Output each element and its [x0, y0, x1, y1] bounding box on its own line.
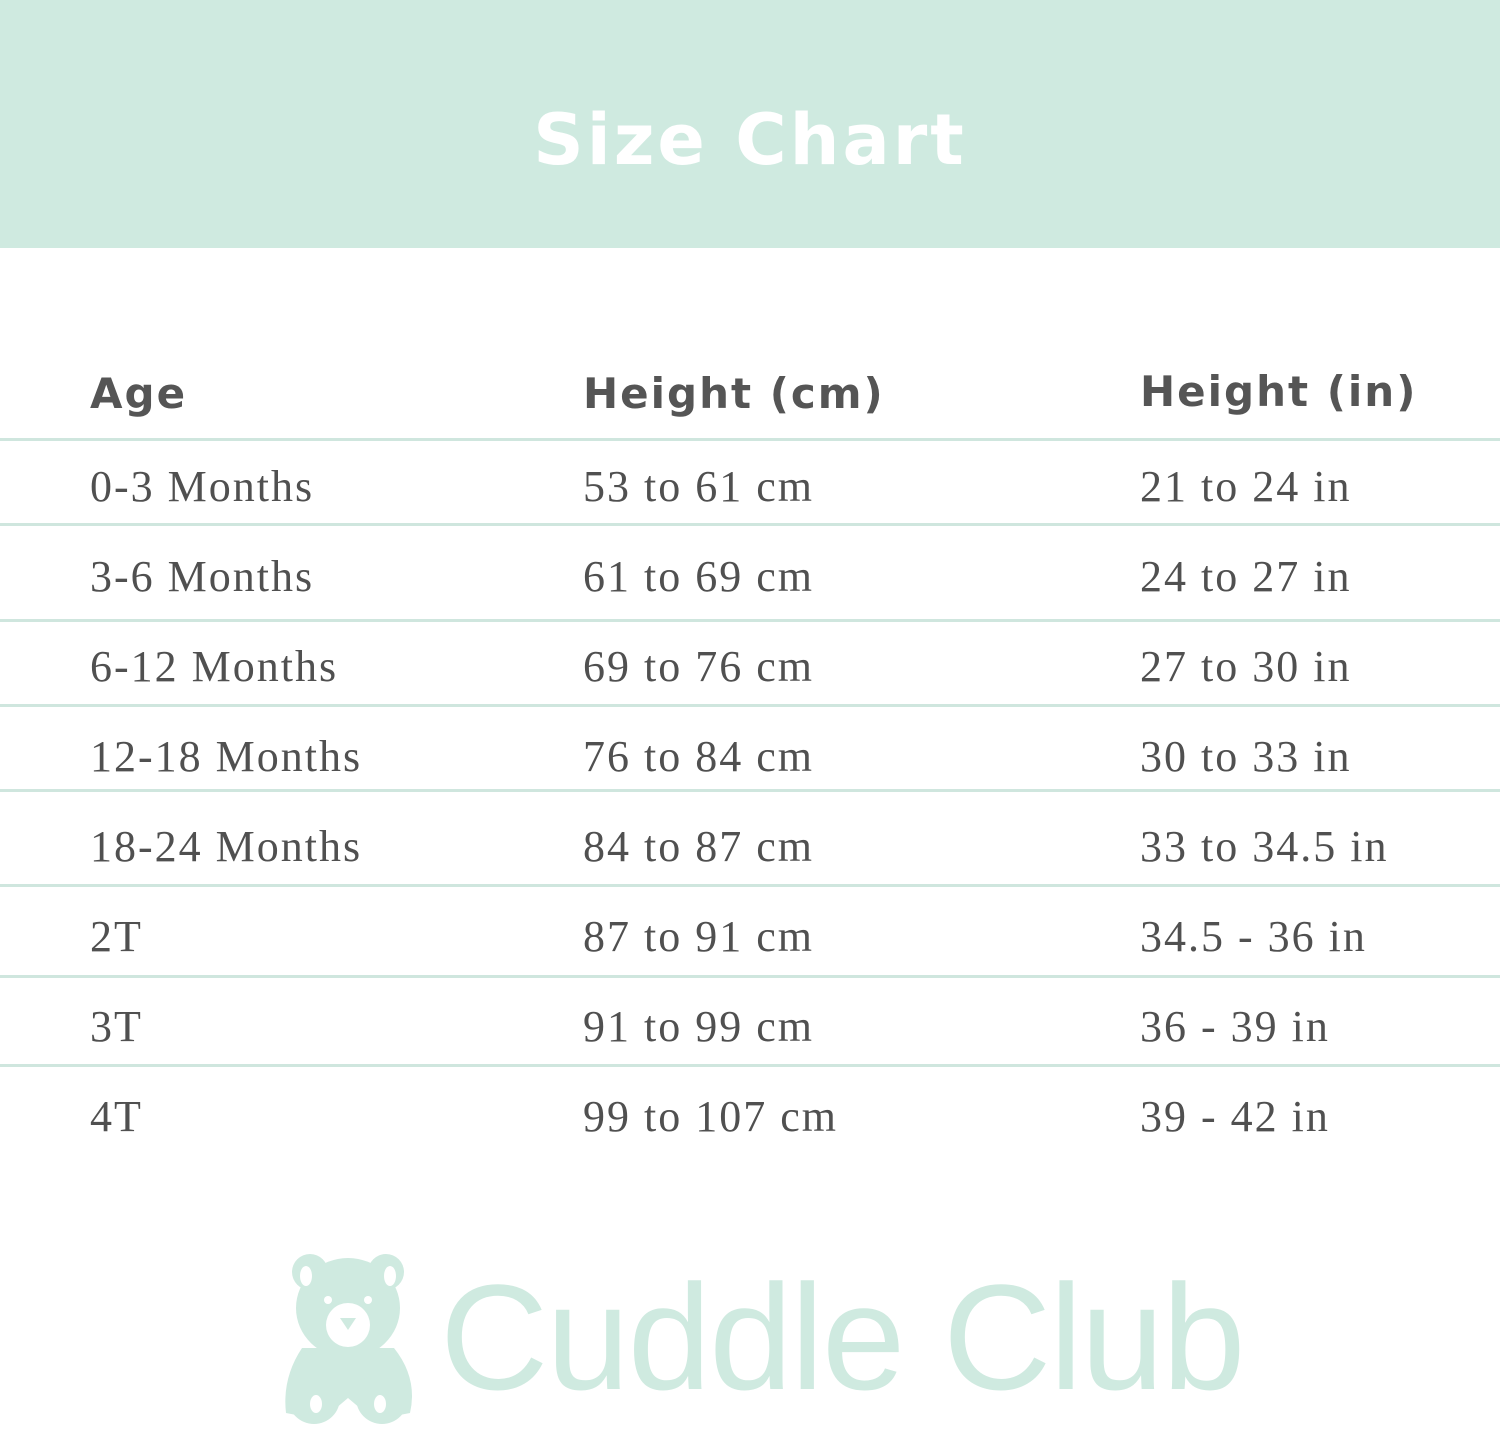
column-header-height-cm: Height (cm)	[583, 369, 885, 418]
row-divider	[0, 523, 1500, 526]
cell-age: 12-18 Months	[90, 732, 363, 781]
brand-logo-text: Cuddle Club	[440, 1253, 1246, 1421]
cell-height-cm: 99 to 107 cm	[583, 1092, 838, 1141]
cell-age: 3T	[90, 1002, 143, 1051]
cell-height-in: 39 - 42 in	[1140, 1092, 1330, 1141]
cell-age: 18-24 Months	[90, 822, 363, 871]
cell-height-cm: 87 to 91 cm	[583, 912, 814, 961]
cell-age: 0-3 Months	[90, 462, 315, 511]
cell-height-in: 24 to 27 in	[1140, 552, 1352, 601]
cell-height-in: 33 to 34.5 in	[1140, 822, 1389, 871]
cell-height-cm: 53 to 61 cm	[583, 462, 814, 511]
cell-height-in: 27 to 30 in	[1140, 642, 1352, 691]
cell-height-in: 21 to 24 in	[1140, 462, 1352, 511]
row-divider	[0, 704, 1500, 707]
cell-height-cm: 84 to 87 cm	[583, 822, 814, 871]
cell-height-cm: 91 to 99 cm	[583, 1002, 814, 1051]
cell-height-cm: 69 to 76 cm	[583, 642, 814, 691]
row-divider	[0, 975, 1500, 978]
page-title: Size Chart	[533, 99, 967, 181]
column-header-age: Age	[90, 369, 188, 418]
cell-age: 4T	[90, 1092, 143, 1141]
row-divider	[0, 438, 1500, 441]
column-header-height-in: Height (in)	[1140, 367, 1418, 416]
teddy-bear-icon	[282, 1248, 422, 1433]
cell-height-in: 30 to 33 in	[1140, 732, 1352, 781]
row-divider	[0, 789, 1500, 792]
cell-height-in: 36 - 39 in	[1140, 1002, 1330, 1051]
title-banner	[0, 0, 1500, 248]
cell-height-cm: 76 to 84 cm	[583, 732, 814, 781]
cell-height-in: 34.5 - 36 in	[1140, 912, 1367, 961]
row-divider	[0, 619, 1500, 622]
row-divider	[0, 1064, 1500, 1067]
cell-age: 6-12 Months	[90, 642, 339, 691]
cell-height-cm: 61 to 69 cm	[583, 552, 814, 601]
row-divider	[0, 884, 1500, 887]
cell-age: 2T	[90, 912, 143, 961]
cell-age: 3-6 Months	[90, 552, 315, 601]
